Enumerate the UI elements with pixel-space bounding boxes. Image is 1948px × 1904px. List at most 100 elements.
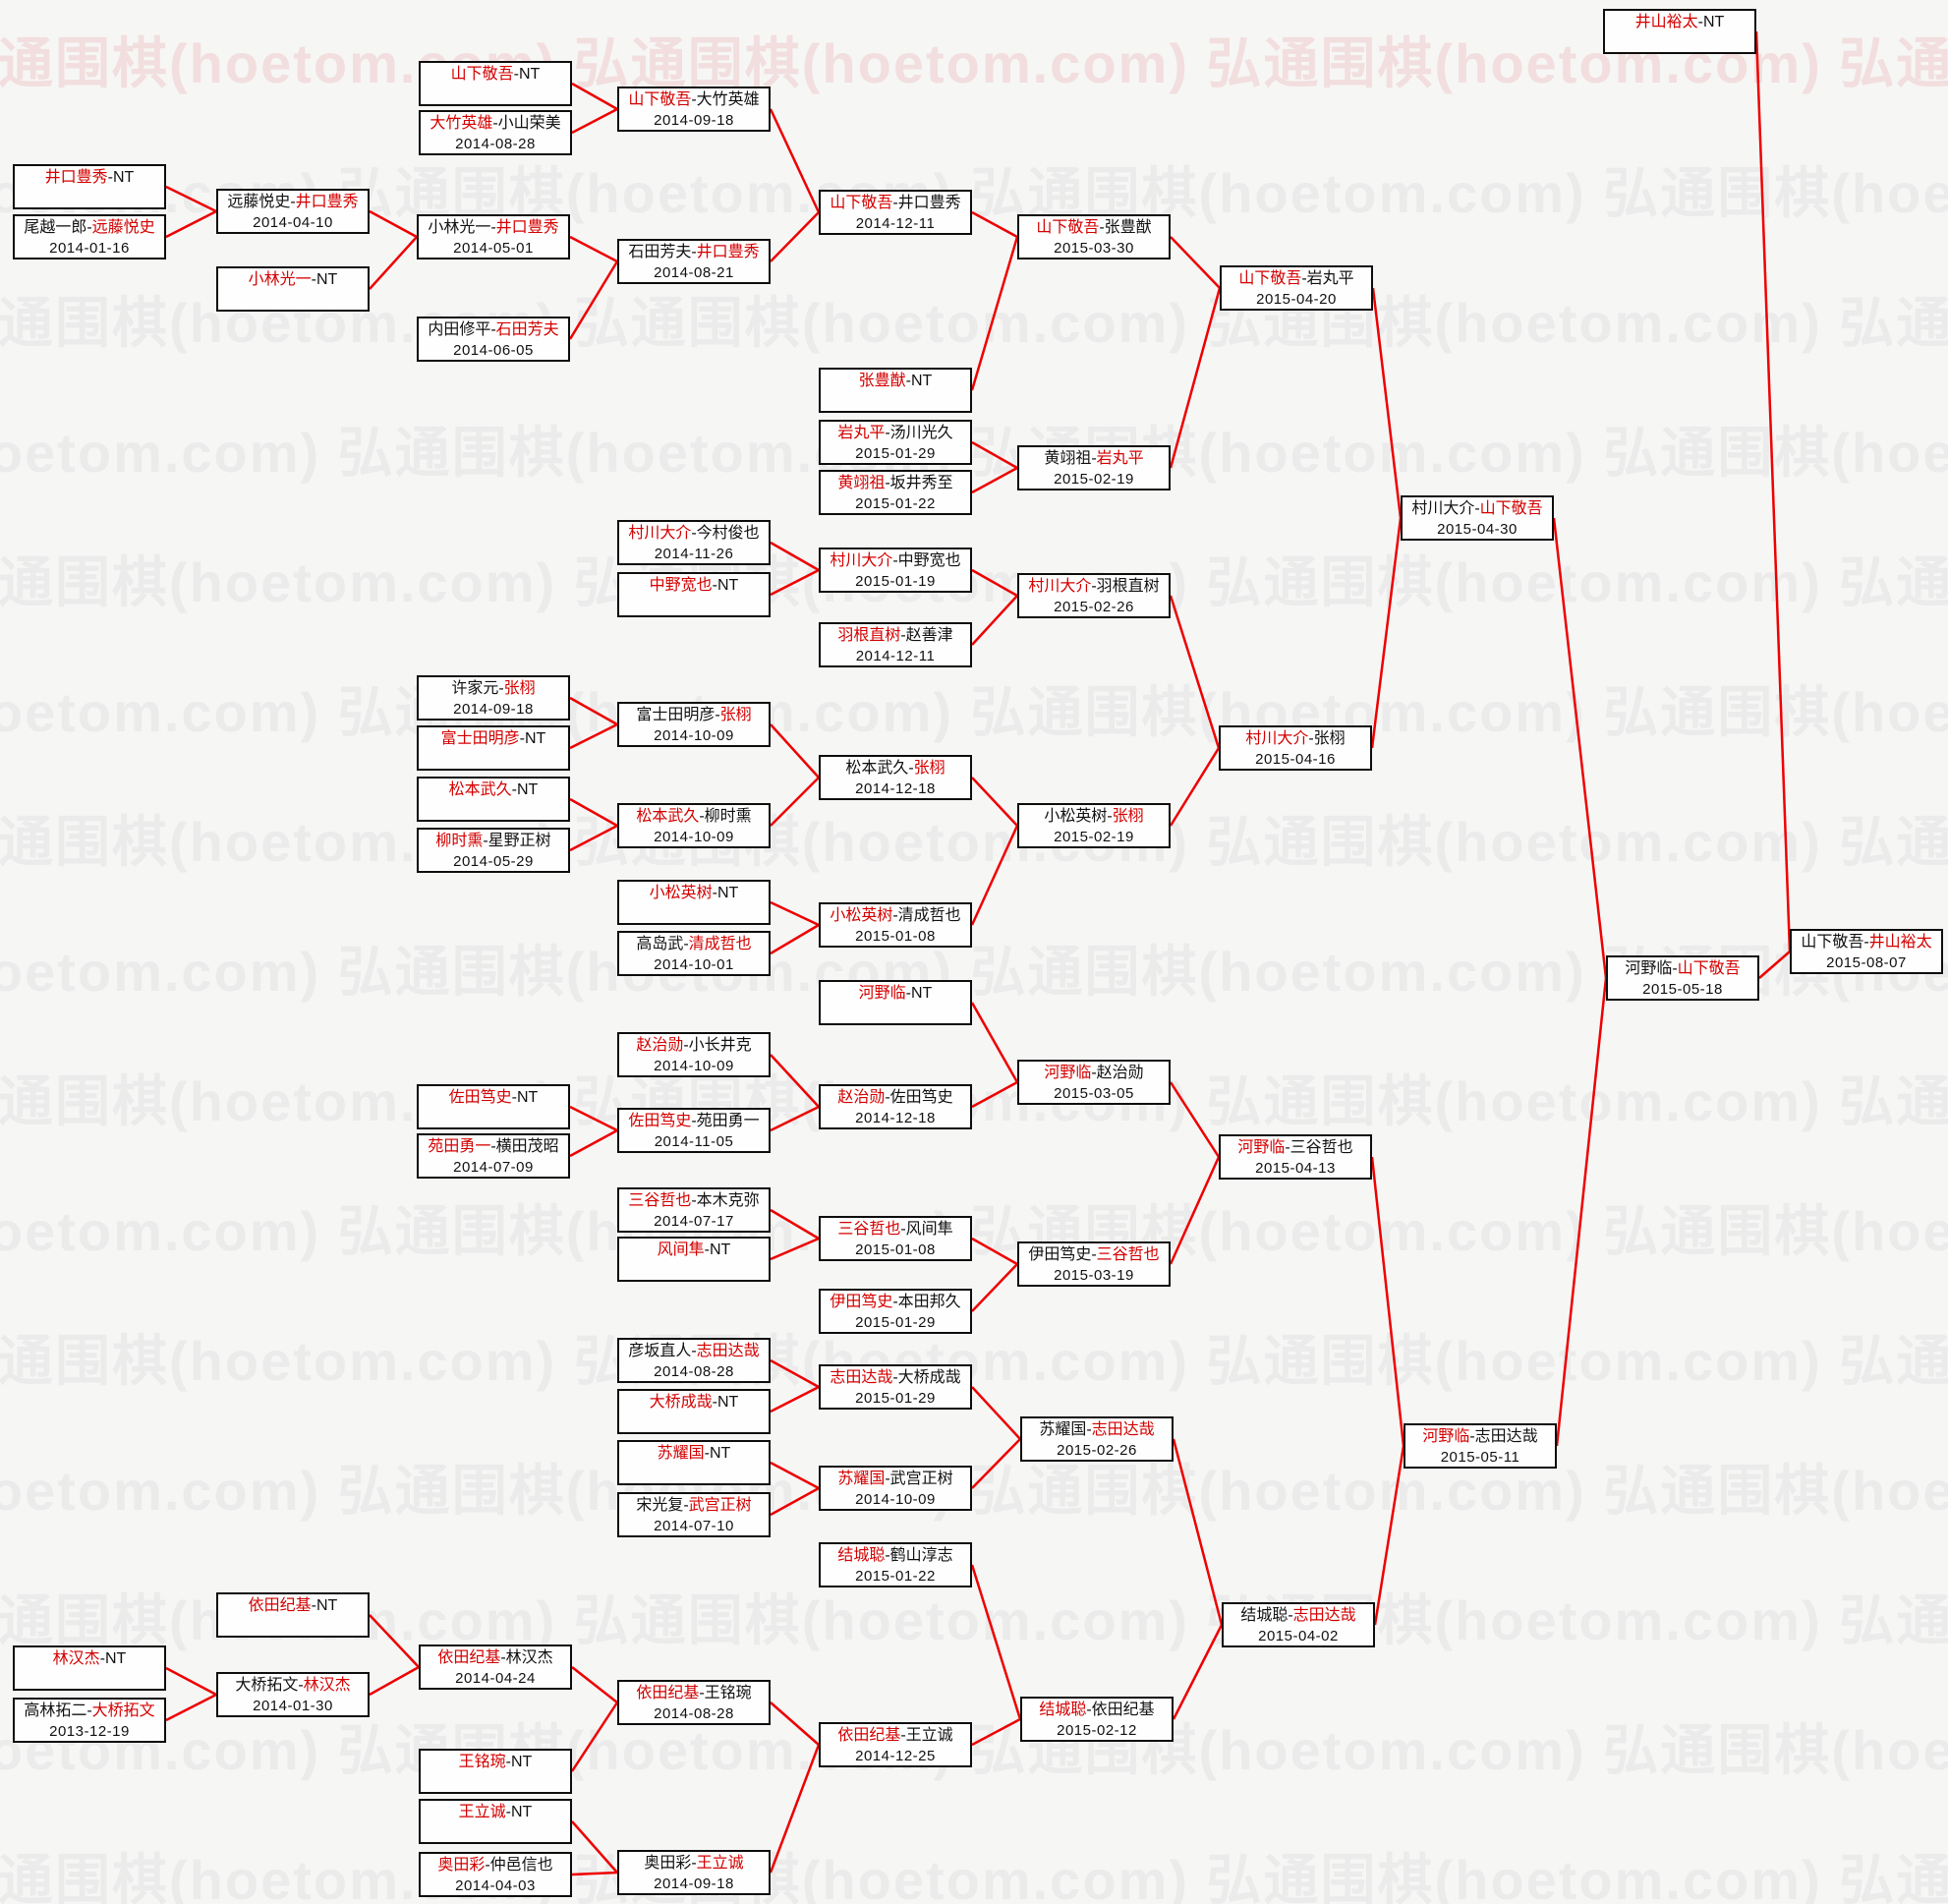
match-box-ko_sakai: 黄翊祖-坂井秀至 2015-01-22 [819,470,972,515]
match-date: 2014-06-05 [453,342,534,359]
winner-name: 井口豊秀 [495,219,559,236]
match-box-nakano_nt: 中野宽也-NT [617,572,771,617]
match-box-okuda_wangli: 奥田彩-王立诚 2014-09-18 [617,1850,771,1895]
loser-name: -鹤山淳志 [885,1547,953,1564]
winner-name: 大桥拓文 [91,1702,155,1719]
match-box-sada_nt: 佐田笃史-NT [417,1084,570,1129]
connector-kazama_nt-to-mitani_kazama [770,1237,820,1261]
connector-kono_nt-to-kono_cho [970,1002,1019,1083]
match-date: 2015-01-19 [855,573,936,590]
match-date: 2015-03-30 [1054,240,1134,257]
connector-yoda_nt-to-yoda_lin [369,1614,420,1668]
connector-sada_sonoda-to-cho_sada [770,1105,820,1132]
connector-iwamaru_yukawa-to-ko_iwamaru [971,440,1018,470]
winner-name: 山下敬吾 [1479,500,1543,517]
match-box-yamashita_iwamaru: 山下敬吾-岩丸平 2015-04-20 [1220,265,1373,311]
loser-name: 内田修平- [428,321,496,338]
loser-name: 村川大介- [1411,500,1480,517]
connector-kono_cho-to-kono_mitani [1169,1081,1221,1158]
loser-name: -NT [505,1754,533,1770]
loser-name: -风间隼 [900,1221,953,1238]
match-box-otake_koyama: 大竹英雄-小山荣美 2014-08-28 [419,110,572,155]
winner-name: 远藤悦史 [91,219,155,236]
winner-name: 河野临 [858,985,906,1002]
match-box-yamashita_nt: 山下敬吾-NT [419,61,572,106]
loser-name: -王立诚 [900,1727,953,1744]
loser-name: 高岛武- [636,936,689,952]
match-label: 依田纪基-NT [218,1595,368,1616]
match-date: 2015-02-26 [1054,599,1134,615]
winner-name: 风间隼 [657,1241,705,1258]
connector-kobayashi_iguchi-to-ishida_iguchi [569,235,618,263]
winner-name: 结城聪 [1039,1702,1087,1718]
match-box-so_nt: 苏耀国-NT [617,1440,771,1485]
match-label: 河野临-三谷哲也 [1221,1137,1370,1158]
match-box-matsumoto_zhang: 松本武久-张栩 2014-12-18 [819,755,972,800]
match-label: 村川大介-张栩 [1221,728,1370,749]
winner-name: 志田达哉 [1292,1607,1356,1624]
winner-name: 富士田明彦 [440,730,520,747]
match-label: 结城聪-鹤山淳志 [821,1545,970,1566]
match-label: 河野临-NT [821,983,970,1004]
match-date: 2015-02-12 [1057,1722,1137,1739]
loser-name: -NT [704,1445,731,1462]
loser-name: -横田茂昭 [490,1138,559,1155]
winner-name: 三谷哲也 [628,1192,692,1209]
match-label: 结城聪-依田纪基 [1022,1700,1172,1720]
match-label: 依田纪基-王铭琬 [619,1683,769,1703]
loser-name: -武宫正树 [885,1471,953,1487]
match-label: 三谷哲也-本木克弥 [619,1190,769,1211]
winner-name: 武宫正树 [688,1497,752,1514]
match-label: 内田修平-石田芳夫 [419,319,568,340]
winner-name: 王铭琬 [458,1754,506,1770]
connector-fujita_nt-to-fujita_zhang [569,722,618,750]
loser-name: -NT [513,66,541,83]
match-label: 山下敬吾-大竹英雄 [619,89,769,110]
winner-name: 山下敬吾 [1036,219,1100,236]
match-label: 小松英树-清成哲也 [821,905,970,926]
winner-name: 松本武久 [448,781,512,798]
connector-okuda_wangli-to-yoda_wangli [769,1744,821,1874]
match-date: 2015-01-08 [855,1241,936,1258]
match-label: 大竹英雄-小山荣美 [421,113,570,134]
match-box-murakawa_yamashita: 村川大介-山下敬吾 2015-04-30 [1401,495,1554,541]
match-box-yanagi_hoshino: 柳时熏-星野正树 2014-05-29 [417,828,570,873]
connector-lin_nt-to-ohashi_lin [165,1666,217,1697]
match-box-sada_sonoda: 佐田笃史-苑田勇一 2014-11-05 [617,1108,771,1153]
winner-name: 井口豊秀 [44,169,108,186]
winner-name: 伊田笃史 [830,1294,893,1310]
connector-iguchi_nt-to-endo_iguchi [165,185,217,213]
loser-name: -志田达哉 [1469,1428,1538,1445]
match-date: 2014-08-28 [654,1705,734,1722]
match-box-iwamaru_yukawa: 岩丸平-汤川光久 2015-01-29 [819,420,972,465]
match-box-song_takemiya: 宋光复-武宫正树 2014-07-10 [617,1492,771,1537]
connector-fujita_zhang-to-matsumoto_zhang [770,723,820,779]
connector-hane_cho-to-murakawa_hane [971,595,1018,646]
match-label: 山下敬吾-张豊猷 [1019,217,1169,238]
match-box-murakawa_nakano: 村川大介-中野宽也 2015-01-19 [819,548,972,593]
match-label: 松本武久-柳时熏 [619,806,769,827]
match-box-yoda_wangming: 依田纪基-王铭琬 2014-08-28 [617,1680,771,1725]
winner-name: 赵治勋 [837,1089,886,1106]
match-date: 2014-10-01 [654,956,734,973]
match-date: 2014-04-03 [455,1877,536,1894]
connector-ohashi_lin-to-yoda_lin [369,1665,420,1697]
match-label: 苑田勇一-横田茂昭 [419,1136,568,1157]
match-label: 小松英树-张栩 [1019,806,1169,827]
loser-name: -张栩 [1308,730,1346,747]
match-box-kobayashi_iguchi: 小林光一-井口豊秀 2014-05-01 [417,214,570,260]
loser-name: -佐田笃史 [885,1089,953,1106]
loser-name: -羽根直树 [1091,578,1160,595]
match-box-hane_cho: 羽根直树-赵善津 2014-12-11 [819,622,972,667]
winner-name: 苑田勇一 [428,1138,491,1155]
match-box-kono_yamashita: 河野临-山下敬吾 2015-05-18 [1606,955,1759,1001]
match-box-mitani_kazama: 三谷哲也-风间隼 2015-01-08 [819,1216,972,1261]
match-label: 依田纪基-王立诚 [821,1725,970,1746]
connector-ida_honda-to-ida_mitani [971,1263,1018,1312]
match-box-ishida_iguchi: 石田芳夫-井口豊秀 2014-08-21 [617,239,771,284]
match-box-takashima_kiyonari: 高岛武-清成哲也 2014-10-01 [617,931,771,976]
match-label: 苏耀国-武宫正树 [821,1469,970,1489]
winner-name: 山下敬吾 [830,195,893,211]
